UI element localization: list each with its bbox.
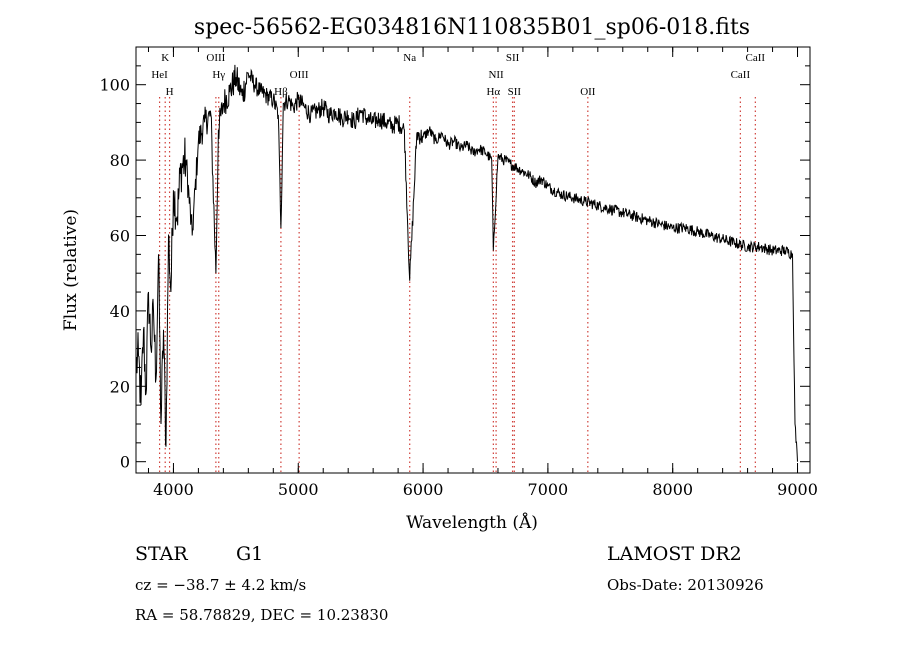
redshift-velocity: cz = −38.7 ± 4.2 km/s [135,576,306,594]
plot-frame [135,46,811,474]
y-axis-ticks: 0 20 40 60 80 100 [99,65,810,472]
line-marker-label: SII [506,52,520,64]
x-tick-label: 7000 [528,480,569,499]
line-marker-label: OII [580,86,596,98]
line-marker-label: OIII [290,69,309,81]
line-marker-label: Hα [486,86,500,98]
y-tick-label: 40 [110,302,130,321]
line-marker-label: Na [403,52,416,64]
line-marker-label: CaII [731,69,751,81]
line-marker-label: OIII [206,52,225,64]
x-tick-label: 6000 [403,480,444,499]
coordinates: RA = 58.78829, DEC = 10.23830 [135,606,388,624]
y-axis-label: Flux (relative) [61,209,81,331]
line-marker-label: HeI [151,69,168,81]
chart-title: spec-56562-EG034816N110835B01_sp06-018.f… [194,15,750,40]
line-marker-label: H [166,86,174,98]
object-subclass: G1 [236,543,263,565]
x-axis-label: Wavelength (Å) [406,512,538,533]
y-tick-label: 100 [99,76,130,95]
line-marker-label: SII [508,86,522,98]
observation-date: Obs-Date: 20130926 [607,576,764,594]
survey-name: LAMOST DR2 [607,543,742,565]
line-marker-label: K [161,52,169,64]
y-tick-label: 80 [110,151,130,170]
line-marker-label: NII [488,69,504,81]
x-tick-label: 9000 [777,480,818,499]
object-class: STAR [135,543,188,565]
line-marker-label: Hγ [212,69,225,81]
line-marker-label: CaII [746,52,766,64]
y-tick-label: 20 [110,377,130,396]
x-tick-label: 8000 [652,480,693,499]
y-tick-label: 60 [110,226,130,245]
emission-line-markers [158,97,756,473]
x-tick-label: 4000 [153,480,194,499]
line-marker-label: Hβ [274,86,288,98]
spectrum-line [135,64,798,462]
x-tick-label: 5000 [278,480,319,499]
x-axis-ticks: 4000 5000 6000 7000 8000 9000 [147,47,818,499]
y-tick-label: 0 [120,453,130,472]
